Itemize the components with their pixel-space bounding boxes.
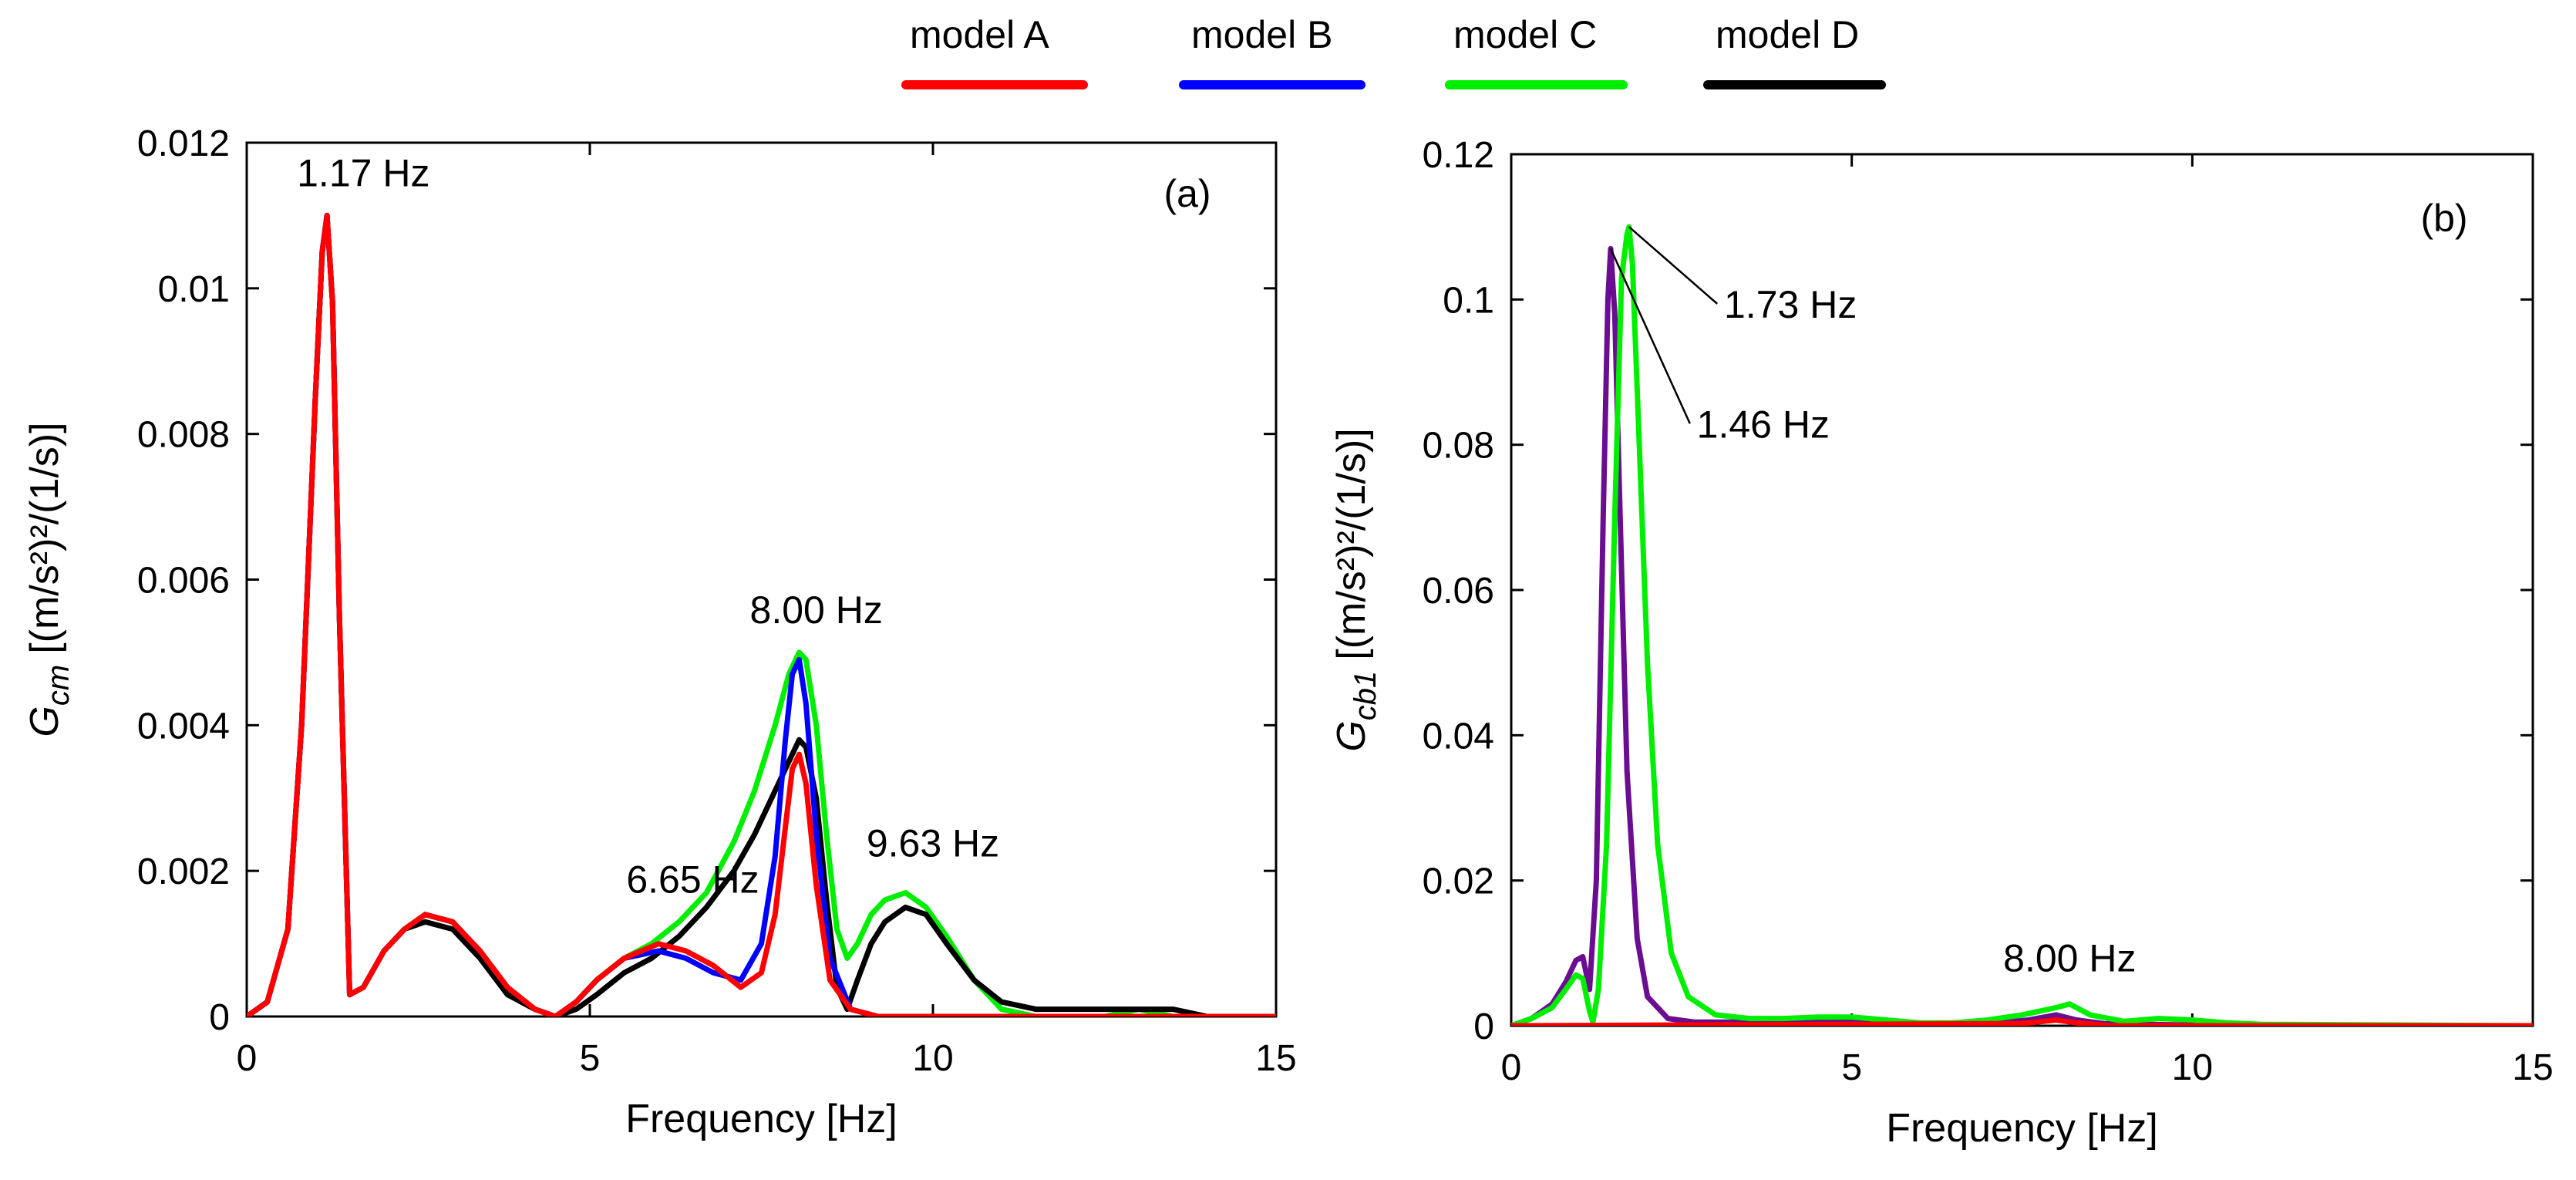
y-axis-units: [(m/s²)²/(1/s)] <box>22 422 67 653</box>
annotation-label-2: 8.00 Hz <box>2003 936 2136 979</box>
y-axis-label: Gcb1 [(m/s²)²/(1/s)] <box>1329 428 1382 751</box>
annotation-label-3: 9.63 Hz <box>867 821 999 865</box>
plot-frame <box>245 141 1278 1018</box>
series-line-0 <box>1511 245 2533 1026</box>
annotation-label-0: 1.73 Hz <box>1724 283 1857 326</box>
y-tick-label: 0.006 <box>137 561 230 602</box>
legend-label-3: model D <box>1716 13 1859 56</box>
series-group <box>247 212 1276 1016</box>
y-axis-label: Gcm [(m/s²)²/(1/s)] <box>22 422 76 737</box>
y-axis-symbol: G <box>1329 720 1374 751</box>
legend-label-2: model C <box>1453 13 1597 56</box>
y-tick-label: 0.04 <box>1423 716 1494 757</box>
y-axis-symbol: G <box>22 706 67 737</box>
x-tick-label: 0 <box>237 1038 258 1079</box>
x-tick-label: 15 <box>2512 1047 2553 1088</box>
x-tick-label: 0 <box>1501 1047 1522 1088</box>
y-tick-label: 0.08 <box>1423 426 1494 467</box>
x-tick-label: 15 <box>1255 1038 1296 1079</box>
panel-label: (b) <box>2420 197 2467 240</box>
x-axis-label: Frequency [Hz] <box>1886 1106 2158 1151</box>
y-tick-label: 0.01 <box>158 269 230 310</box>
annotation-label-1: 1.46 Hz <box>1697 403 1830 446</box>
x-tick-label: 5 <box>580 1038 601 1079</box>
y-tick-label: 0.008 <box>137 415 230 456</box>
annotation-leader-0 <box>1628 226 1718 305</box>
series-group <box>1511 224 2533 1026</box>
series-line-3 <box>247 212 1276 1016</box>
legend-label-1: model B <box>1191 13 1332 56</box>
series-line-2 <box>1511 1017 2533 1026</box>
y-tick-label: 0.12 <box>1423 135 1494 176</box>
y-axis-subscript: cm <box>42 665 76 706</box>
y-axis-units: [(m/s²)²/(1/s)] <box>1329 428 1374 659</box>
y-tick-label: 0.1 <box>1443 280 1494 321</box>
annotation-label-0: 1.17 Hz <box>297 152 429 195</box>
annotation-label-1: 8.00 Hz <box>750 588 883 632</box>
chart-panel-a: 0 5 10 15 0 0.002 0.004 0.006 0.008 0.01 0.012 Freq… <box>22 123 1297 1141</box>
x-axis-label: Frequency [Hz] <box>625 1097 897 1141</box>
x-tick-label: 5 <box>1841 1047 1862 1088</box>
series-line-1 <box>1511 224 2533 1026</box>
y-axis-subscript: cb1 <box>1349 671 1382 721</box>
x-tick-label: 10 <box>912 1038 953 1079</box>
y-tick-label: 0.012 <box>137 123 230 164</box>
y-tick-label: 0.002 <box>137 851 230 892</box>
legend-label-0: model A <box>910 13 1049 56</box>
y-tick-label: 0.004 <box>137 706 230 747</box>
annotation-label-2: 6.65 Hz <box>626 858 759 901</box>
y-tick-label: 0 <box>209 997 230 1038</box>
y-tick-label: 0 <box>1473 1006 1494 1047</box>
chart-panel-b: 0 5 10 15 0 0.02 0.04 0.06 0.08 0.1 0.12 Frequency … <box>1329 135 2554 1151</box>
y-tick-label: 0.02 <box>1423 861 1494 902</box>
y-tick-label: 0.06 <box>1423 571 1494 612</box>
x-tick-label: 10 <box>2172 1047 2213 1088</box>
legend: model A model B model C model D <box>901 13 1886 89</box>
annotation-leader-1 <box>1609 248 1691 424</box>
panel-label: (a) <box>1163 172 1211 215</box>
